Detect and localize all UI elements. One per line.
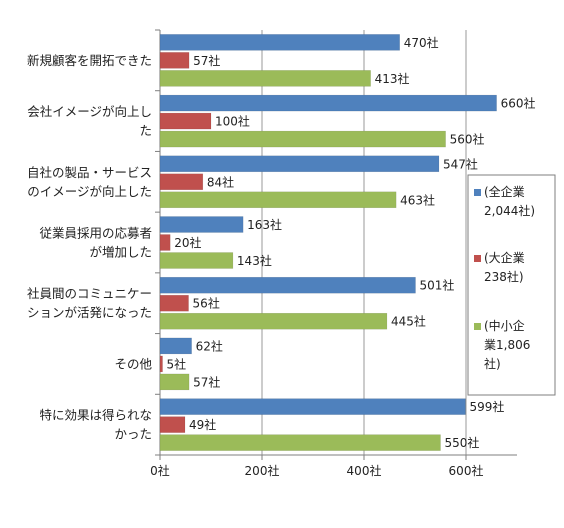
- legend-label: (全企業: [484, 184, 525, 199]
- legend-box: [467, 174, 556, 396]
- category-label: ションが活発になった: [27, 305, 152, 320]
- bar: [159, 252, 234, 269]
- category-label: 新規顧客を開拓できた: [27, 53, 152, 68]
- data-label: 56社: [193, 296, 220, 311]
- bar: [159, 155, 440, 173]
- data-label: 550社: [445, 435, 480, 450]
- x-tick-label: 0社: [150, 463, 170, 478]
- legend-label: 238社): [484, 269, 524, 284]
- category-label: 社員間のコミュニケー: [27, 286, 152, 301]
- data-label: 20社: [174, 235, 201, 250]
- data-label: 5社: [167, 356, 187, 371]
- legend-label: (大企業: [484, 250, 525, 265]
- bar: [159, 234, 171, 251]
- category-label: 従業員採用の応募者: [39, 226, 152, 241]
- bar: [159, 191, 397, 209]
- bar: [159, 337, 192, 355]
- data-label: 547社: [443, 156, 478, 171]
- legend-label: (中小企: [484, 318, 525, 333]
- bar: [159, 216, 244, 233]
- bar: [159, 52, 190, 69]
- legend-label: 業1,806: [484, 338, 530, 352]
- data-label: 143社: [237, 253, 272, 268]
- x-tick-label: 600社: [449, 463, 484, 478]
- bar: [159, 173, 204, 191]
- bar: [159, 294, 189, 312]
- category-label: のイメージが向上した: [27, 184, 152, 199]
- bar: [159, 373, 190, 391]
- data-label: 57社: [193, 53, 220, 68]
- data-label: 100社: [215, 114, 250, 129]
- bar: [159, 276, 416, 294]
- data-label: 463社: [400, 192, 435, 207]
- category-label: 特に効果は得られな: [39, 408, 152, 423]
- category-label: た: [139, 123, 152, 138]
- bar: [159, 355, 163, 373]
- bar: [159, 434, 441, 451]
- data-label: 413社: [375, 71, 410, 86]
- data-label: 163社: [247, 217, 282, 232]
- data-label: 470社: [404, 35, 439, 50]
- category-label: かった: [114, 427, 152, 442]
- category-label: が増加した: [89, 245, 152, 260]
- data-label: 560社: [450, 132, 485, 147]
- data-label: 445社: [391, 314, 426, 329]
- category-label: 自社の製品・サービス: [27, 165, 152, 180]
- data-label: 84社: [207, 174, 234, 189]
- legend-swatch: [474, 189, 481, 196]
- data-label: 660社: [501, 96, 536, 111]
- bar: [159, 416, 186, 433]
- bar: [159, 130, 446, 148]
- data-label: 49社: [189, 417, 216, 432]
- data-label: 599社: [469, 399, 504, 414]
- data-label: 62社: [196, 338, 223, 353]
- bar: [159, 398, 466, 415]
- legend-label: 社): [484, 356, 501, 371]
- legend-swatch: [474, 255, 481, 262]
- bar: [159, 70, 371, 87]
- x-tick-label: 200社: [245, 463, 280, 478]
- legend-label: 2,044社): [484, 203, 535, 218]
- data-label: 57社: [193, 374, 220, 389]
- category-label: その他: [114, 356, 152, 371]
- legend-swatch: [474, 323, 481, 330]
- bar: [159, 34, 400, 51]
- category-label: 会社イメージが向上し: [27, 104, 152, 119]
- bar: [159, 112, 212, 130]
- x-tick-label: 400社: [347, 463, 382, 478]
- bar: [159, 312, 388, 330]
- data-label: 501社: [420, 278, 455, 293]
- bar: [159, 94, 497, 112]
